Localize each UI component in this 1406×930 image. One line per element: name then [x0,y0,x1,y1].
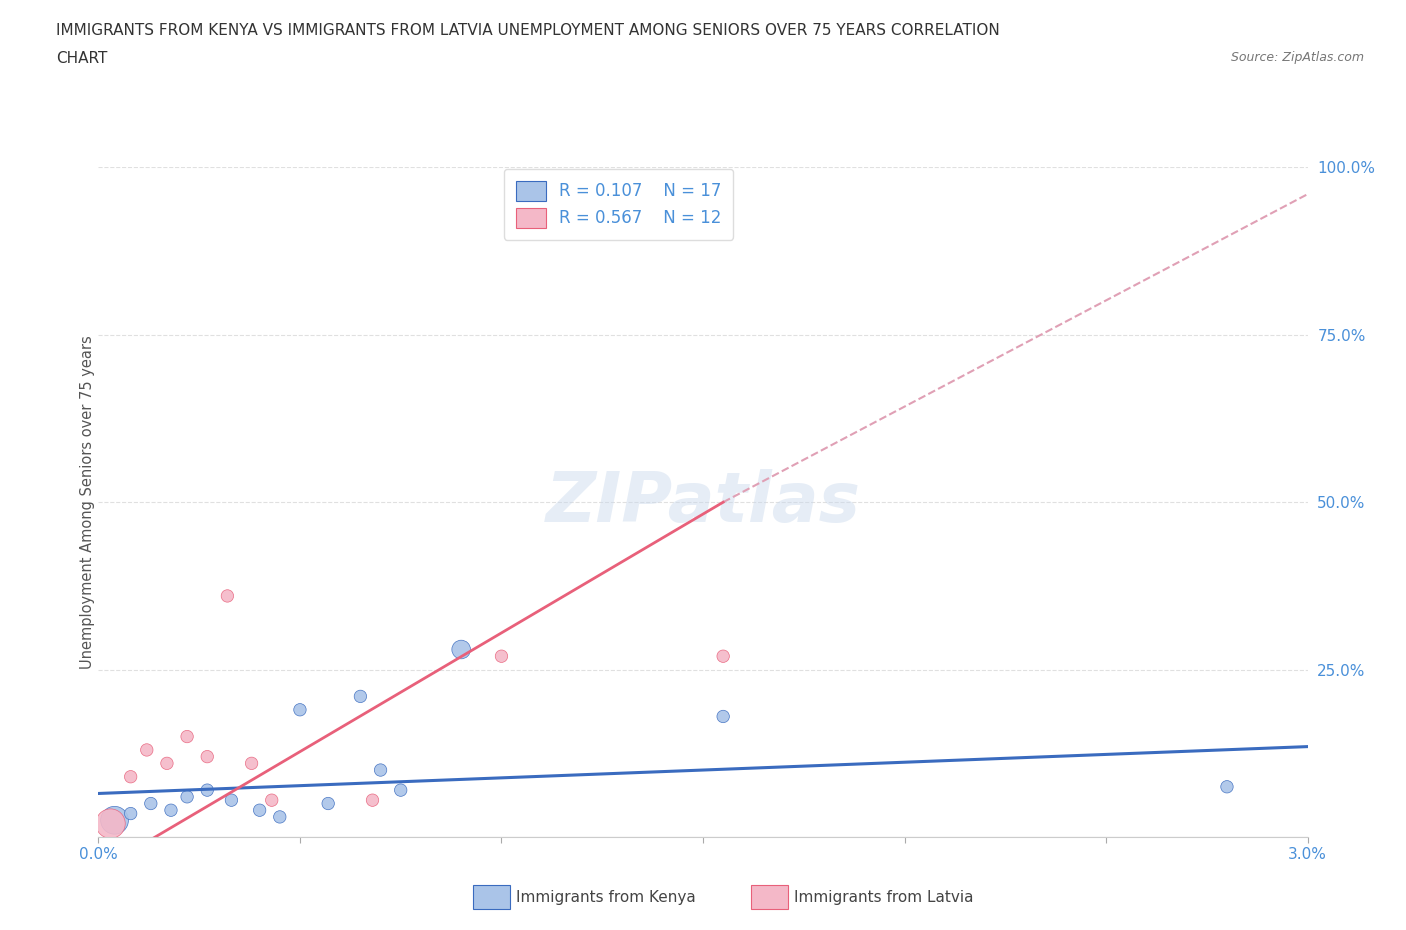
Text: Source: ZipAtlas.com: Source: ZipAtlas.com [1230,51,1364,64]
Point [711,649,734,664]
Point [221,792,243,807]
Point [711,709,734,724]
Text: CHART: CHART [56,51,108,66]
Point [249,803,271,817]
Text: IMMIGRANTS FROM KENYA VS IMMIGRANTS FROM LATVIA UNEMPLOYMENT AMONG SENIORS OVER : IMMIGRANTS FROM KENYA VS IMMIGRANTS FROM… [56,23,1000,38]
Text: ZIPatlas: ZIPatlas [546,469,860,536]
Point [195,783,218,798]
Point [103,813,125,828]
Text: Immigrants from Kenya: Immigrants from Kenya [516,890,696,905]
Bar [751,885,787,910]
Point [389,783,412,798]
Point [349,689,371,704]
Point [135,742,157,757]
Point [260,792,283,807]
Text: Immigrants from Latvia: Immigrants from Latvia [793,890,973,905]
Point [491,649,513,664]
Point [120,769,142,784]
Point [176,729,198,744]
Point [120,806,142,821]
Point [240,756,263,771]
Point [139,796,162,811]
Point [288,702,311,717]
Point [195,750,218,764]
Bar [474,885,509,910]
Point [100,817,122,831]
Point [217,589,239,604]
Point [176,790,198,804]
Point [1216,779,1239,794]
Y-axis label: Unemployment Among Seniors over 75 years: Unemployment Among Seniors over 75 years [80,336,94,669]
Point [316,796,339,811]
Legend: R = 0.107    N = 17, R = 0.567    N = 12: R = 0.107 N = 17, R = 0.567 N = 12 [503,169,733,240]
Point [160,803,183,817]
Point [450,642,472,657]
Point [370,763,392,777]
Point [361,792,384,807]
Point [156,756,179,771]
Point [269,809,291,824]
